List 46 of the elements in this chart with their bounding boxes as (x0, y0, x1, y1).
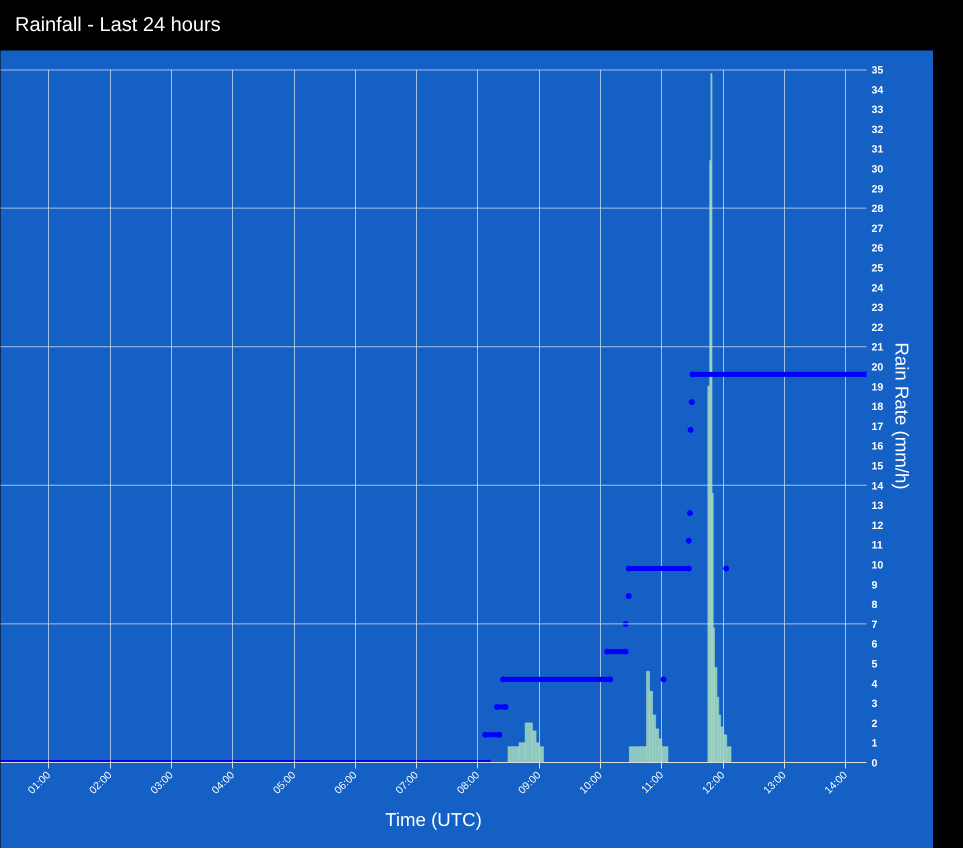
y2-tick-label: 24 (872, 282, 884, 294)
chart-title: Rainfall - Last 24 hours (15, 13, 221, 38)
y2-tick-label: 32 (872, 124, 884, 136)
y2-tick-label: 2 (872, 718, 878, 730)
x-axis-title: Time (UTC) (385, 808, 482, 830)
y2-tick-label: 6 (872, 638, 878, 651)
y2-tick-label: 35 (872, 64, 884, 76)
y2-tick-label: 11 (872, 540, 883, 552)
y2-tick-label: 25 (872, 262, 884, 274)
y2-tick-label: 3 (872, 698, 878, 710)
y2-tick-label: 20 (872, 362, 884, 374)
y2-tick-label: 15 (872, 460, 884, 472)
y2-tick-label: 8 (872, 599, 878, 612)
y2-tick-label: 33 (872, 104, 884, 116)
y2-tick-label: 12 (872, 520, 884, 532)
y2-tick-label: 13 (872, 500, 884, 512)
y2-tick-label: 7 (872, 618, 878, 631)
y2-tick-label: 29 (872, 183, 884, 196)
y2-axis-title: Rain Rate (mm/h) (891, 342, 912, 490)
y2-tick-label: 26 (872, 242, 884, 255)
y2-tick-label: 34 (872, 84, 884, 96)
y2-tick-label: 23 (872, 302, 884, 314)
y2-tick-label: 0 (872, 758, 878, 770)
y2-tick-label: 17 (872, 420, 884, 433)
point (686, 510, 693, 516)
y2-tick-label: 31 (872, 144, 884, 156)
point (660, 676, 667, 682)
y2-tick-label: 1 (872, 738, 878, 750)
y2-tick-label: 27 (872, 222, 884, 235)
y2-tick-label: 21 (872, 342, 884, 354)
y2-tick-label: 19 (872, 381, 884, 394)
y2-tick-label: 10 (872, 560, 884, 572)
y2-tick-label: 22 (872, 322, 884, 334)
point (688, 426, 694, 433)
y2-tick-label: 9 (872, 579, 878, 592)
point (686, 538, 692, 544)
y2-tick-label: 14 (872, 480, 884, 492)
y2-tick-label: 4 (872, 678, 878, 690)
y2-tick-label: 5 (872, 658, 878, 670)
y2-tick-label: 18 (872, 401, 884, 414)
point (626, 593, 632, 600)
y2-tick-label: 30 (872, 164, 884, 176)
point (688, 399, 695, 406)
y2-tick-label: 16 (872, 440, 884, 453)
point (723, 565, 730, 572)
y2-tick-label: 28 (872, 203, 884, 216)
